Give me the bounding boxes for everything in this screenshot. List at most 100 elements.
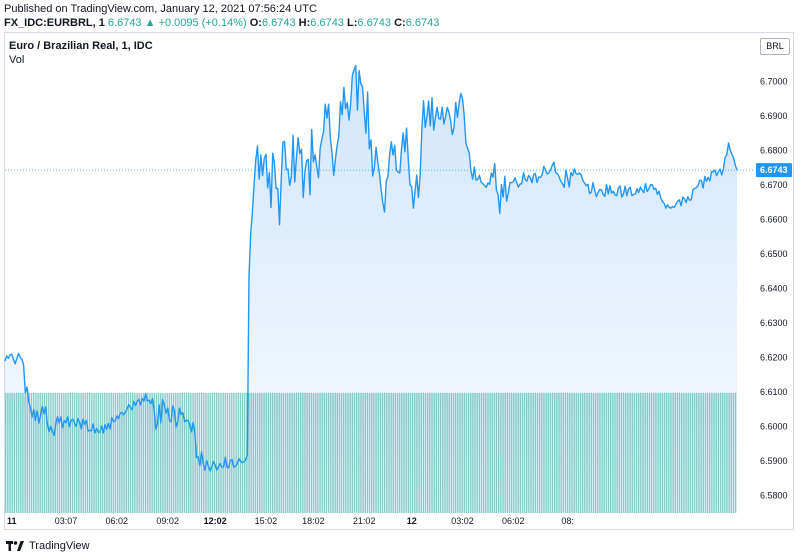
volume-bar [215, 392, 218, 513]
volume-bar [543, 392, 545, 513]
volume-bar [241, 392, 244, 513]
volume-bar [250, 392, 252, 513]
volume-bar [222, 392, 224, 513]
footer-brand[interactable]: TradingView [6, 540, 90, 552]
volume-bar [549, 392, 552, 513]
volume-bar [269, 392, 272, 513]
high-label: H: [298, 17, 311, 29]
x-tick-label: 15:02 [255, 516, 278, 526]
volume-bar [631, 392, 633, 513]
x-tick-label: 11 [7, 516, 17, 526]
volume-bar [562, 392, 565, 513]
legend-title: Euro / Brazilian Real, 1, IDC [9, 40, 153, 52]
volume-bar [231, 392, 233, 513]
volume-bar [586, 392, 588, 513]
volume-bar [375, 392, 377, 513]
volume-bar [448, 392, 450, 513]
volume-bar [280, 392, 283, 513]
volume-bar [485, 392, 487, 513]
volume-bar [364, 392, 366, 513]
volume-bar [138, 392, 140, 513]
volume-bar [642, 392, 644, 513]
y-tick-label: 6.6200 [760, 353, 788, 363]
volume-bar [295, 392, 298, 513]
volume-bar [687, 392, 689, 513]
volume-bar [459, 392, 461, 513]
volume-bar [659, 392, 661, 513]
volume-bar [67, 392, 69, 513]
volume-bar [334, 392, 336, 513]
volume-bar [379, 392, 382, 513]
volume-bar [63, 392, 65, 513]
volume-bar [373, 392, 375, 513]
volume-bar [637, 392, 640, 513]
volume-bar [472, 392, 474, 513]
volume-bar [478, 392, 481, 513]
volume-bar [336, 392, 338, 513]
volume-bar [110, 392, 112, 513]
volume-bar [719, 392, 722, 513]
volume-bar [523, 392, 526, 513]
volume-bar [530, 392, 532, 513]
currency-button[interactable]: BRL [760, 38, 790, 55]
volume-bar [510, 392, 513, 513]
volume-bar [644, 392, 646, 513]
volume-bar [95, 392, 97, 513]
volume-bar [439, 392, 442, 513]
y-tick-label: 6.5900 [760, 456, 788, 466]
volume-bar [45, 392, 48, 513]
volume-bar [709, 392, 711, 513]
volume-bar [235, 392, 237, 513]
volume-bar [265, 392, 267, 513]
volume-bar [82, 392, 84, 513]
volume-bar [228, 392, 231, 513]
volume-bar [91, 392, 93, 513]
volume-bar [30, 392, 33, 513]
volume-bar [93, 392, 95, 513]
volume-bar [347, 392, 349, 513]
volume-bar [317, 392, 319, 513]
x-tick-label: 03:07 [55, 516, 78, 526]
volume-bar [577, 392, 580, 513]
x-tick-label: 12 [407, 516, 417, 526]
volume-bar [528, 392, 530, 513]
volume-bar [9, 392, 11, 513]
volume-bar [22, 392, 24, 513]
volume-bar [65, 392, 67, 513]
volume-bar [323, 392, 326, 513]
volume-bar [17, 392, 20, 513]
volume-bar [39, 392, 41, 513]
volume-bar [155, 392, 158, 513]
volume-bar [685, 392, 687, 513]
volume-bar [11, 392, 13, 513]
volume-bar [99, 392, 102, 513]
volume-bar [183, 392, 186, 513]
volume-bar [252, 392, 255, 513]
volume-bar [491, 392, 494, 513]
last-price-tag [756, 163, 792, 178]
volume-bar [411, 392, 414, 513]
volume-bar [732, 392, 735, 513]
open-label: O: [249, 17, 262, 29]
volume-bar [672, 392, 674, 513]
volume-bar [571, 392, 573, 513]
volume-bar [80, 392, 82, 513]
volume-bar [366, 392, 369, 513]
volume-bar [24, 392, 26, 513]
volume-bar [192, 392, 194, 513]
volume-bar [526, 392, 528, 513]
volume-bar [162, 392, 164, 513]
volume-bar [668, 392, 670, 513]
volume-bar [349, 392, 351, 513]
volume-bar [360, 392, 362, 513]
volume-bar [164, 392, 166, 513]
volume-bar [353, 392, 356, 513]
chart-frame [4, 32, 794, 530]
y-tick-label: 6.6100 [760, 387, 788, 397]
volume-bar [172, 392, 175, 513]
volume-bar [123, 392, 125, 513]
volume-bar [424, 392, 427, 513]
volume-bar [474, 392, 476, 513]
volume-bar [655, 392, 657, 513]
